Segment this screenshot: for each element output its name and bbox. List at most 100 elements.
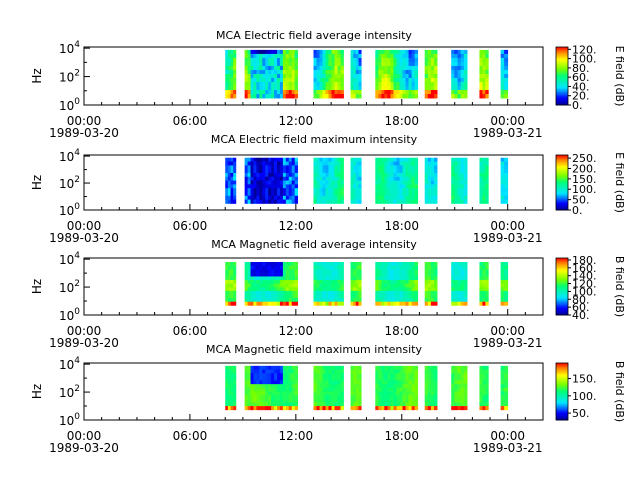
spectrogram-cell: [225, 391, 229, 396]
spectrogram-cell: [313, 272, 317, 277]
spectrogram-cell: [294, 272, 299, 277]
spectrogram-cell: [381, 65, 385, 71]
spectrogram-cell: [247, 184, 251, 189]
spectrogram-cell: [288, 94, 293, 99]
spectrogram-cell: [265, 391, 269, 396]
y-tick-exponent: 0: [74, 412, 80, 422]
colorbar-segment: [556, 374, 568, 377]
spectrogram-cell: [387, 276, 391, 281]
spectrogram-cell: [282, 49, 287, 55]
spectrogram-cell: [227, 287, 231, 292]
spectrogram-cell: [268, 373, 272, 378]
spectrogram-cell: [316, 65, 320, 71]
spectrogram-cell: [353, 81, 357, 87]
spectrogram-cell: [337, 61, 341, 67]
spectrogram-cell: [282, 69, 287, 75]
spectrogram-cell: [256, 180, 260, 185]
spectrogram-cell: [402, 369, 406, 374]
spectrogram-cell: [378, 169, 382, 174]
spectrogram-cell: [230, 298, 234, 303]
spectrogram-cell: [393, 287, 397, 292]
spectrogram-cell: [337, 77, 341, 83]
spectrogram-cell: [454, 384, 458, 389]
spectrogram-cell: [268, 184, 272, 189]
spectrogram-cell: [479, 265, 483, 270]
spectrogram-cell: [390, 169, 394, 174]
spectrogram-cell: [316, 283, 320, 288]
spectrogram-cell: [334, 184, 338, 189]
spectrogram-cell: [225, 184, 229, 189]
colorbar-segment: [556, 54, 568, 57]
spectrogram-cell: [451, 387, 455, 392]
spectrogram-cell: [313, 94, 317, 99]
spectrogram-cell: [353, 57, 357, 63]
spectrogram-cell: [375, 94, 379, 99]
spectrogram-cell: [225, 77, 229, 83]
spectrogram-cell: [396, 380, 400, 385]
spectrogram-cell: [405, 269, 409, 274]
spectrogram-cell: [433, 172, 438, 178]
colorbar-segment: [556, 167, 568, 170]
spectrogram-cell: [390, 172, 394, 178]
spectrogram-cell: [460, 49, 465, 55]
spectrogram-cell: [381, 398, 385, 403]
spectrogram-cell: [381, 384, 385, 389]
spectrogram-cell: [227, 180, 231, 185]
spectrogram-cell: [316, 406, 320, 411]
x-tick-date: 1989-03-20: [49, 126, 119, 140]
spectrogram-cell: [334, 287, 338, 292]
spectrogram-cell: [411, 376, 416, 381]
spectrogram-cell: [316, 376, 320, 381]
spectrogram-cell: [393, 161, 397, 166]
spectrogram-cell: [250, 65, 254, 71]
spectrogram-cell: [256, 94, 260, 99]
spectrogram-cell: [230, 276, 234, 281]
colorbar-segment: [556, 171, 568, 174]
spectrogram-cell: [233, 61, 237, 67]
spectrogram-cell: [454, 402, 458, 407]
spectrogram-cell: [350, 376, 354, 381]
spectrogram-cell: [253, 376, 257, 381]
spectrogram-cell: [291, 384, 296, 389]
spectrogram-cell: [337, 69, 341, 75]
spectrogram-cell: [233, 272, 237, 277]
spectrogram-cell: [230, 376, 234, 381]
spectrogram-cell: [485, 395, 489, 400]
spectrogram-cell: [355, 283, 359, 288]
spectrogram-cell: [328, 387, 332, 392]
colorbar-segment: [556, 86, 568, 89]
spectrogram-cell: [381, 165, 385, 170]
spectrogram-cell: [457, 86, 462, 91]
spectrogram-cell: [358, 199, 362, 204]
spectrogram-cell: [233, 86, 237, 91]
spectrogram-cell: [355, 69, 359, 75]
colorbar-segment: [556, 405, 568, 408]
spectrogram-cell: [340, 265, 344, 270]
spectrogram-cell: [433, 376, 438, 381]
spectrogram-cell: [319, 395, 323, 400]
spectrogram-cell: [485, 272, 489, 277]
colorbar-segment: [556, 283, 568, 286]
spectrogram-cell: [482, 188, 486, 193]
spectrogram-cell: [233, 161, 237, 166]
spectrogram-cell: [334, 65, 338, 71]
spectrogram-cell: [414, 57, 419, 63]
spectrogram-cell: [350, 398, 354, 403]
spectrogram-cell: [256, 272, 260, 277]
spectrogram-cell: [399, 94, 403, 99]
spectrogram-cell: [337, 53, 341, 59]
spectrogram-cell: [414, 157, 419, 162]
spectrogram-cell: [424, 365, 429, 370]
spectrogram-cell: [325, 81, 329, 87]
spectrogram-cell: [457, 49, 462, 55]
spectrogram-cell: [334, 380, 338, 385]
spectrogram-cell: [230, 373, 234, 378]
spectrogram-cell: [408, 49, 413, 55]
spectrogram-cell: [262, 365, 266, 370]
spectrogram-cell: [482, 365, 486, 370]
spectrogram-cell: [265, 301, 269, 306]
spectrogram-cell: [375, 269, 379, 274]
colorbar-segment: [556, 390, 568, 392]
spectrogram-cell: [259, 265, 263, 270]
spectrogram-cell: [381, 365, 385, 370]
